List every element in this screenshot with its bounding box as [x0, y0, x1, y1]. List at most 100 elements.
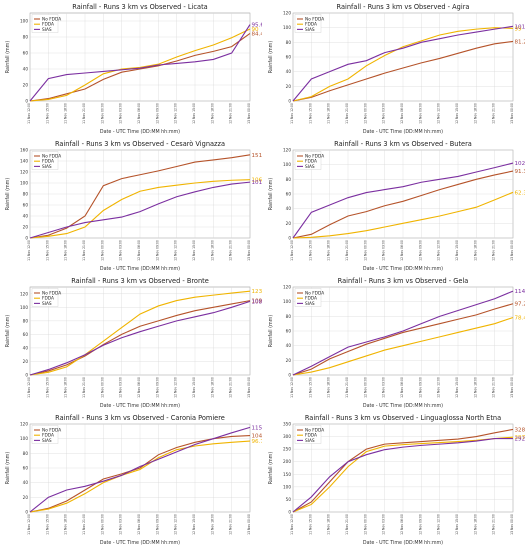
y-tick-label: 200: [283, 459, 291, 464]
line-chart: Rainfall - Runs 3 km vs Observed - Agira…: [268, 3, 525, 135]
chart-title: Rainfall - Runs 3 km vs Observed - Caron…: [55, 414, 225, 422]
chart-title: Rainfall - Runs 3 km vs Observed - Licat…: [72, 3, 207, 11]
x-tick-label: 12 Nov 09:00: [155, 103, 159, 124]
x-tick-label: 13 Nov 00:00: [510, 377, 514, 398]
x-axis-label: Date - UTC Time (DD:MM hh:mm): [363, 540, 443, 546]
x-tick-label: 12 Nov 06:00: [137, 103, 141, 124]
legend-entry: No FDDA: [305, 154, 324, 160]
y-tick-label: 120: [283, 11, 291, 16]
y-tick-label: 40: [23, 214, 29, 219]
y-tick-label: 300: [283, 434, 291, 439]
x-tick-label: 11 Nov 15:00: [308, 103, 312, 124]
line-chart: Rainfall - Runs 3 km vs Observed - Buter…: [268, 140, 525, 272]
y-tick-label: 40: [286, 343, 292, 348]
x-tick-label: 11 Nov 12:00: [27, 103, 31, 124]
x-tick-label: 12 Nov 03:00: [382, 514, 386, 535]
x-tick-label: 13 Nov 00:00: [510, 514, 514, 535]
x-tick-label: 12 Nov 00:00: [363, 514, 367, 535]
end-value-label: 151.3: [252, 153, 263, 159]
y-tick-label: 100: [20, 436, 28, 441]
series-line: [29, 28, 251, 102]
x-tick-label: 11 Nov 21:00: [82, 103, 86, 124]
series-line: [292, 436, 514, 513]
end-value-label: 81.2: [515, 39, 525, 45]
x-tick-label: 12 Nov 21:00: [229, 377, 233, 398]
x-tick-label: 12 Nov 12:00: [174, 377, 178, 398]
x-tick-label: 12 Nov 12:00: [174, 240, 178, 261]
y-tick-label: 20: [23, 359, 29, 364]
x-axis-label: Date - UTC Time (DD:MM hh:mm): [100, 129, 180, 135]
x-tick-label: 12 Nov 15:00: [192, 103, 196, 124]
y-tick-label: 0: [25, 373, 28, 378]
x-tick-label: 12 Nov 03:00: [382, 240, 386, 261]
line-chart: Rainfall - Runs 3 km vs Observed - Cesar…: [5, 140, 263, 272]
end-value-label: 97.2: [515, 302, 525, 308]
y-tick-label: 60: [23, 51, 29, 56]
legend-entry: FDDA: [42, 159, 54, 165]
chart-panel: Rainfall - Runs 3 km vs Observed - Bront…: [0, 275, 262, 411]
y-tick-label: 60: [286, 55, 292, 60]
x-tick-label: 12 Nov 06:00: [400, 514, 404, 535]
legend-entry: No FDDA: [305, 17, 324, 23]
x-tick-label: 12 Nov 06:00: [137, 240, 141, 261]
x-tick-label: 12 Nov 00:00: [363, 377, 367, 398]
legend-entry: No FDDA: [42, 154, 61, 160]
x-tick-label: 11 Nov 21:00: [345, 514, 349, 535]
series-line: [292, 191, 514, 239]
x-tick-label: 13 Nov 00:00: [247, 240, 251, 261]
x-tick-label: 11 Nov 12:00: [27, 514, 31, 535]
x-tick-label: 11 Nov 12:00: [290, 514, 294, 535]
y-tick-label: 350: [283, 422, 291, 427]
x-tick-label: 12 Nov 06:00: [137, 514, 141, 535]
y-tick-label: 20: [23, 495, 29, 500]
y-axis-label: Rainfall (mm): [268, 315, 274, 348]
x-tick-label: 12 Nov 09:00: [418, 377, 422, 398]
y-tick-label: 40: [23, 345, 29, 350]
x-axis-label: Date - UTC Time (DD:MM hh:mm): [363, 129, 443, 135]
x-tick-label: 13 Nov 00:00: [247, 514, 251, 535]
chart-title: Rainfall - Runs 3 km vs Observed - Cesar…: [55, 140, 225, 148]
y-tick-label: 100: [283, 25, 291, 30]
x-tick-label: 12 Nov 12:00: [437, 514, 441, 535]
x-tick-label: 12 Nov 12:00: [174, 103, 178, 124]
legend-entry: SIAS: [305, 27, 315, 33]
x-tick-label: 12 Nov 15:00: [455, 103, 459, 124]
x-tick-label: 12 Nov 00:00: [100, 514, 104, 535]
x-tick-label: 12 Nov 00:00: [363, 240, 367, 261]
chart-panel: Rainfall - Runs 3 km vs Observed - Licat…: [0, 1, 262, 137]
y-tick-label: 120: [20, 170, 28, 175]
legend-entry: SIAS: [305, 164, 315, 170]
legend-entry: FDDA: [42, 296, 54, 302]
end-value-label: 95.6: [252, 23, 263, 29]
x-tick-label: 12 Nov 18:00: [473, 377, 477, 398]
x-tick-label: 12 Nov 09:00: [418, 240, 422, 261]
x-tick-label: 12 Nov 21:00: [229, 514, 233, 535]
y-tick-label: 100: [283, 484, 291, 489]
x-tick-label: 12 Nov 18:00: [210, 514, 214, 535]
y-tick-label: 120: [283, 148, 291, 153]
y-tick-label: 50: [286, 497, 292, 502]
chart-panel: Rainfall - Runs 3 km vs Observed - Caron…: [0, 412, 262, 548]
y-tick-label: 80: [23, 192, 29, 197]
legend-entry: No FDDA: [305, 428, 324, 434]
x-tick-label: 13 Nov 00:00: [510, 240, 514, 261]
x-tick-label: 12 Nov 15:00: [192, 240, 196, 261]
x-axis-label: Date - UTC Time (DD:MM hh:mm): [100, 266, 180, 272]
x-tick-label: 12 Nov 21:00: [492, 103, 496, 124]
x-tick-label: 11 Nov 18:00: [64, 377, 68, 398]
x-tick-label: 12 Nov 18:00: [210, 240, 214, 261]
y-axis-label: Rainfall (mm): [5, 315, 11, 348]
x-tick-label: 11 Nov 15:00: [45, 240, 49, 261]
x-axis-label: Date - UTC Time (DD:MM hh:mm): [363, 266, 443, 272]
x-tick-label: 12 Nov 15:00: [455, 377, 459, 398]
x-tick-label: 11 Nov 15:00: [45, 103, 49, 124]
x-tick-label: 12 Nov 00:00: [100, 240, 104, 261]
legend-entry: FDDA: [305, 296, 317, 302]
x-tick-label: 12 Nov 15:00: [455, 240, 459, 261]
x-tick-label: 12 Nov 03:00: [382, 377, 386, 398]
